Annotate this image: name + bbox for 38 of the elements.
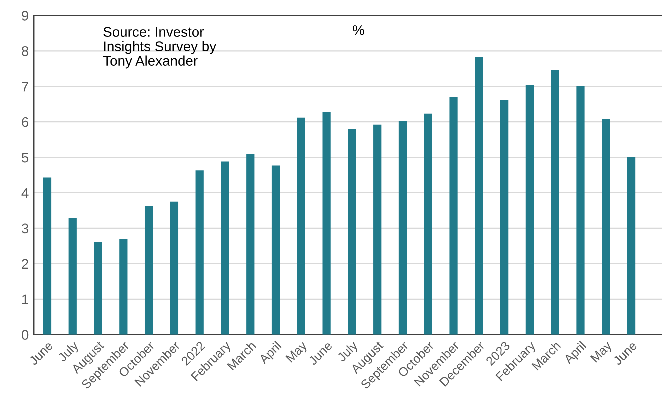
y-tick-label: 7 xyxy=(22,82,28,92)
bar xyxy=(221,162,230,335)
bar xyxy=(374,124,382,335)
y-tick-label: 9 xyxy=(22,11,29,21)
bar xyxy=(348,130,356,335)
bar xyxy=(551,70,560,335)
bar xyxy=(398,121,408,335)
bar xyxy=(94,242,102,335)
bar xyxy=(144,206,154,335)
bar xyxy=(120,239,128,335)
bar xyxy=(322,112,331,335)
bar xyxy=(450,97,458,335)
annotation: Source: Investor Insights Survey by Tony Alexander xyxy=(103,27,217,69)
y-tick-label: 1 xyxy=(22,294,28,304)
bar xyxy=(170,202,179,335)
y-tick-label: 2 xyxy=(22,259,28,269)
y-axis-title: % xyxy=(353,26,364,36)
y-tick-label: 8 xyxy=(22,46,29,56)
bar xyxy=(602,119,610,335)
x-tick-label: May xyxy=(590,340,614,365)
y-tick-label: 5 xyxy=(22,153,29,163)
bar xyxy=(526,86,534,335)
bar xyxy=(68,218,77,335)
bar xyxy=(297,118,306,335)
x-tick-label: May xyxy=(286,340,310,365)
bar xyxy=(627,157,636,335)
bar xyxy=(43,178,52,335)
y-tick-label: 3 xyxy=(22,224,29,234)
bar xyxy=(246,154,255,335)
bar xyxy=(424,114,432,335)
y-tick-label: 4 xyxy=(22,188,29,198)
bar xyxy=(272,166,280,335)
bar xyxy=(500,100,509,335)
bar xyxy=(475,58,484,335)
y-tick-label: 0 xyxy=(22,330,29,340)
bar xyxy=(196,170,204,335)
y-tick-label: 6 xyxy=(22,117,29,128)
bar xyxy=(576,86,585,335)
